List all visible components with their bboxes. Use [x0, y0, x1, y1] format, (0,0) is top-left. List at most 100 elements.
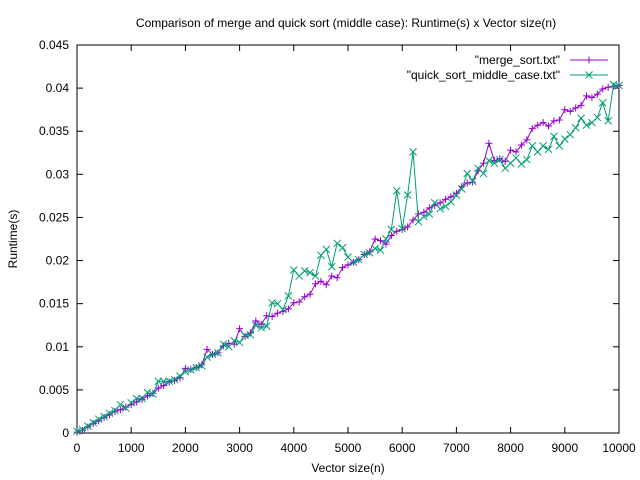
- y-tick-label: 0.04: [46, 81, 70, 95]
- y-tick-label: 0.005: [39, 383, 69, 397]
- series-line-1: [76, 84, 620, 432]
- data-point: [143, 388, 152, 397]
- data-point: [468, 177, 477, 186]
- legend-marker-1: [585, 71, 593, 79]
- data-point: [517, 160, 526, 168]
- legend-marker-0: [585, 56, 593, 64]
- axis-ticks: 0 1000 2000 3000 4000 5000 6000 7000 8000 9000 100…: [39, 38, 636, 455]
- data-point: [582, 92, 590, 100]
- data-point: [257, 320, 265, 328]
- data-point: [284, 292, 293, 300]
- data-point: [409, 216, 417, 224]
- data-point: [105, 409, 114, 418]
- series-line-0: [76, 85, 620, 433]
- legend: "merge_sort.txt""quick_sort_middle_case.…: [407, 53, 608, 82]
- x-tick-label: 1000: [118, 441, 145, 455]
- data-point: [544, 145, 553, 154]
- data-point: [241, 332, 249, 340]
- data-point: [94, 415, 103, 424]
- y-tick-label: 0.03: [46, 167, 70, 181]
- data-point: [403, 191, 412, 199]
- data-point: [507, 146, 515, 154]
- x-tick-label: 4000: [280, 441, 307, 455]
- data-point: [132, 394, 141, 403]
- x-tick-label: 5000: [335, 441, 362, 455]
- data-point: [159, 377, 168, 386]
- data-point: [89, 418, 98, 427]
- data-point: [447, 193, 455, 201]
- data-point: [127, 398, 136, 407]
- x-tick-label: 9000: [551, 441, 578, 455]
- data-point: [333, 274, 341, 282]
- data-point: [539, 119, 547, 127]
- data-point: [311, 280, 319, 288]
- x-axis-label: Vector size(n): [311, 461, 384, 475]
- x-tick-label: 7000: [443, 441, 470, 455]
- data-point: [230, 336, 239, 345]
- data-point: [550, 132, 558, 141]
- data-point: [523, 136, 531, 144]
- y-tick-label: 0.045: [39, 38, 69, 52]
- data-point: [300, 267, 309, 275]
- data-point: [311, 272, 320, 280]
- data-point: [279, 305, 287, 314]
- data-point: [235, 338, 244, 347]
- y-tick-label: 0.01: [46, 340, 70, 354]
- data-point: [582, 121, 591, 130]
- data-point: [268, 313, 276, 321]
- data-point: [420, 212, 428, 221]
- data-point: [463, 179, 471, 187]
- data-point: [495, 155, 504, 164]
- chart-title: Comparison of merge and quick sort (midd…: [136, 16, 556, 30]
- data-point: [154, 377, 163, 386]
- data-point: [306, 290, 314, 298]
- data-point: [208, 350, 217, 359]
- data-point: [328, 272, 336, 280]
- plot-area-border: [76, 44, 620, 434]
- y-tick-label: 0: [62, 426, 69, 440]
- data-point: [463, 169, 472, 178]
- series-1: [73, 80, 623, 436]
- data-point: [566, 107, 574, 115]
- data-point: [577, 114, 585, 123]
- data-point: [441, 202, 450, 211]
- y-axis-label: Runtime(s): [6, 210, 20, 269]
- data-point: [457, 185, 466, 193]
- legend-label-1: "quick_sort_middle_case.txt": [407, 68, 560, 82]
- x-tick-label: 2000: [172, 441, 199, 455]
- data-point: [116, 406, 124, 414]
- data-point: [284, 305, 292, 313]
- data-point: [577, 101, 585, 109]
- data-point: [116, 400, 125, 409]
- data-point: [539, 142, 547, 150]
- x-tick-label: 10000: [602, 441, 636, 455]
- data-point: [181, 367, 190, 376]
- data-point: [447, 198, 455, 206]
- data-point: [360, 250, 369, 259]
- data-point: [322, 245, 331, 254]
- data-point: [528, 125, 536, 133]
- data-point: [214, 348, 222, 357]
- data-point: [262, 322, 271, 330]
- x-tick-label: 3000: [226, 441, 253, 455]
- x-tick-label: 6000: [389, 441, 416, 455]
- data-point: [349, 258, 358, 267]
- data-point: [219, 340, 228, 349]
- data-point: [339, 263, 347, 271]
- data-point: [604, 117, 613, 125]
- data-point: [485, 139, 493, 147]
- data-point: [203, 345, 211, 353]
- series-0: [73, 82, 623, 436]
- data-point: [555, 142, 564, 150]
- data-point: [73, 427, 81, 436]
- x-tick-label: 0: [74, 441, 81, 455]
- data-point: [333, 239, 342, 248]
- data-point: [593, 90, 601, 98]
- data-point: [517, 141, 525, 149]
- data-point: [236, 325, 244, 333]
- x-tick-label: 8000: [497, 441, 524, 455]
- data-point: [252, 321, 260, 330]
- data-point: [149, 390, 157, 399]
- data-point: [154, 384, 162, 392]
